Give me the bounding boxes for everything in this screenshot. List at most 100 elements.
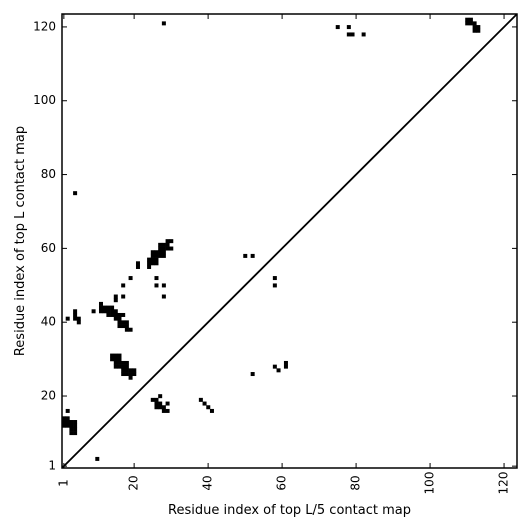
contact-cell: [283, 364, 288, 369]
contact-cell: [73, 191, 78, 196]
contact-cell: [147, 257, 152, 262]
contact-cell: [124, 327, 129, 332]
contact-cell: [472, 25, 477, 30]
y-tick-label: 80: [41, 167, 56, 181]
contact-cell: [113, 353, 118, 358]
contact-cell: [124, 372, 129, 377]
contact-cell: [158, 250, 163, 255]
contact-cell: [154, 250, 159, 255]
contact-cell: [91, 309, 96, 314]
contact-cell: [128, 372, 133, 377]
contact-cell: [161, 242, 166, 247]
y-tick-label: 100: [33, 93, 56, 107]
y-tick-label: 60: [41, 241, 56, 255]
contact-cell: [472, 28, 477, 33]
contact-cell: [161, 283, 166, 288]
contact-cell: [124, 324, 129, 329]
contact-cell: [132, 372, 137, 377]
contact-cell: [154, 405, 159, 410]
contact-cell: [62, 423, 66, 428]
contact-cell: [161, 405, 166, 410]
contact-cell: [158, 394, 163, 399]
contact-cell: [468, 17, 473, 22]
contact-cell: [69, 427, 74, 432]
contact-cell: [158, 242, 163, 247]
contact-cell: [121, 294, 126, 299]
contact-cell: [65, 316, 70, 321]
contact-cell: [272, 283, 277, 288]
contact-cell: [135, 264, 140, 269]
contact-cell: [121, 320, 126, 325]
contact-cell: [98, 301, 103, 306]
contact-cell: [73, 312, 78, 317]
contact-cell: [65, 420, 70, 425]
contact-cell: [124, 368, 129, 373]
contact-cell: [158, 246, 163, 251]
contact-cell: [117, 320, 122, 325]
contact-cell: [465, 21, 470, 26]
contact-cell: [117, 316, 122, 321]
contact-cell: [117, 353, 122, 358]
contact-cell: [65, 416, 70, 421]
contact-cell: [206, 405, 211, 410]
y-tick-label: 1: [48, 459, 56, 473]
contact-cell: [106, 305, 111, 310]
contact-cell: [113, 357, 118, 362]
contact-cell: [128, 276, 133, 281]
contact-cell: [154, 276, 159, 281]
contact-cell: [106, 312, 111, 317]
contact-cell: [198, 397, 203, 402]
contact-cell: [161, 294, 166, 299]
contact-cell: [73, 431, 78, 436]
y-tick-label: 20: [41, 389, 56, 403]
contact-cell: [154, 397, 159, 402]
diagonal-line: [61, 13, 518, 469]
contact-cell: [113, 298, 118, 303]
contact-cell: [110, 353, 115, 358]
contact-cell: [117, 324, 122, 329]
contact-cell: [154, 253, 159, 258]
contact-cell: [98, 309, 103, 314]
contact-cell: [132, 368, 137, 373]
contact-cell: [250, 372, 255, 377]
contact-cell: [62, 416, 66, 421]
plot-frame: [61, 13, 518, 469]
contact-cell: [202, 401, 207, 406]
contact-cell: [62, 420, 66, 425]
contact-cell: [476, 25, 481, 30]
contact-cell: [158, 405, 163, 410]
contact-cell: [65, 408, 70, 413]
contact-cell: [147, 264, 152, 269]
contact-cell: [135, 261, 140, 266]
contact-cell: [73, 309, 78, 314]
contact-cell: [165, 246, 170, 251]
x-tick-label: 100: [423, 472, 437, 495]
contact-cell: [346, 32, 351, 37]
contact-cell: [209, 408, 214, 413]
contact-cell: [73, 423, 78, 428]
contact-cell: [154, 257, 159, 262]
contact-cell: [121, 372, 126, 377]
contact-cell: [113, 312, 118, 317]
contact-cell: [150, 257, 155, 262]
contact-cell: [98, 305, 103, 310]
contact-cell: [69, 420, 74, 425]
contact-cell: [110, 309, 115, 314]
contact-cell: [76, 316, 81, 321]
y-tick-label: 40: [41, 315, 56, 329]
contact-cell: [335, 25, 340, 30]
contact-cell: [73, 427, 78, 432]
contact-cell: [110, 357, 115, 362]
contact-cell: [161, 246, 166, 251]
contact-cell: [117, 360, 122, 365]
contact-cell: [165, 239, 170, 244]
contact-cell: [165, 242, 170, 247]
contact-cell: [465, 17, 470, 22]
contact-cell: [110, 312, 115, 317]
contact-cell: [121, 283, 126, 288]
contact-cell: [128, 368, 133, 373]
contact-cell: [283, 360, 288, 365]
contact-cell: [161, 21, 166, 26]
